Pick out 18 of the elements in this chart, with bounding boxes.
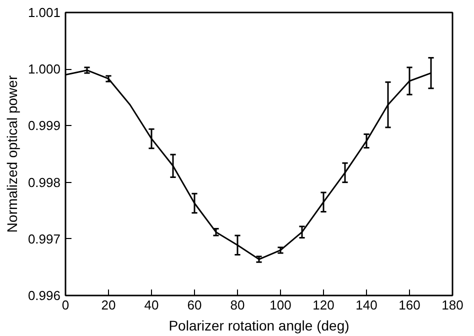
x-tick-label: 60 <box>187 298 202 312</box>
x-tick-label: 80 <box>230 298 245 312</box>
y-tick-label: 0.999 <box>28 118 61 134</box>
y-tick-label: 0.998 <box>28 174 61 190</box>
x-tick-label: 100 <box>270 298 292 312</box>
y-tick-label: 1.000 <box>28 62 61 77</box>
x-tick-label: 40 <box>144 298 159 312</box>
y-tick-label: 0.996 <box>28 288 61 303</box>
x-tick-label: 180 <box>442 298 464 312</box>
x-tick-label: 20 <box>101 298 116 312</box>
x-tick-label: 140 <box>356 298 378 312</box>
x-axis-title: Polarizer rotation angle (deg) <box>168 318 350 334</box>
x-tick-label: 120 <box>312 298 334 312</box>
x-tick-label: 0 <box>62 298 70 312</box>
x-tick-label: 160 <box>398 298 420 312</box>
y-tick-label: 0.997 <box>28 231 61 246</box>
y-tick-label: 1.001 <box>28 5 61 20</box>
y-axis-title: Normalized optical power <box>4 75 20 233</box>
